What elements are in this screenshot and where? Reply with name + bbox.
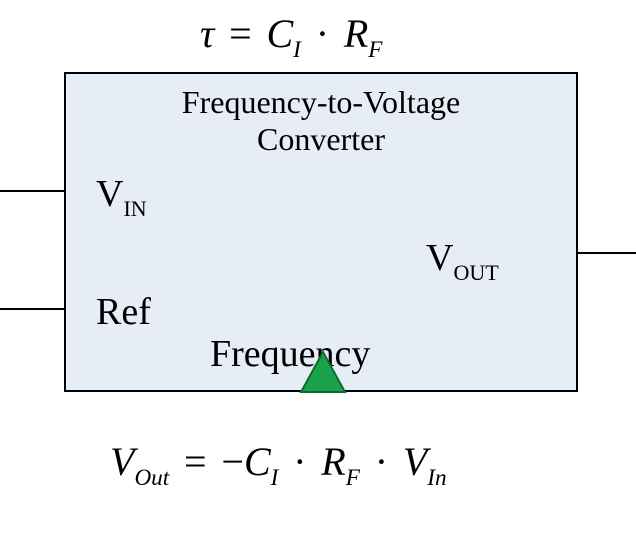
tau-symbol: τ	[200, 11, 214, 56]
ref-label: Ref	[96, 290, 151, 334]
vout-eq-v2-sub: In	[427, 465, 446, 491]
vout-sub: OUT	[453, 260, 498, 285]
block-title: Frequency-to-Voltage Converter	[64, 84, 578, 158]
vout-eq-v1-sub: Out	[134, 465, 169, 491]
dot-operator: ·	[311, 11, 334, 56]
resistance-symbol: R	[344, 11, 368, 56]
equals-sign: =	[224, 11, 256, 56]
capacitance-subscript: I	[293, 37, 301, 63]
vout-eq-dot1: ·	[288, 439, 311, 484]
vout-eq-c: C	[244, 439, 271, 484]
vin-label: VIN	[96, 172, 147, 221]
vout-eq-equals: =	[179, 439, 211, 484]
vout-eq-v2: V	[403, 439, 427, 484]
ref-wire	[0, 308, 64, 310]
vout-wire	[578, 252, 636, 254]
vout-equation: VOut = −CI · RF · VIn	[110, 438, 447, 491]
vout-eq-neg: −	[221, 439, 244, 484]
capacitance-symbol: C	[266, 11, 293, 56]
clock-triangle-outline	[298, 350, 348, 394]
block-title-line1: Frequency-to-Voltage	[64, 84, 578, 121]
ref-text: Ref	[96, 291, 151, 333]
vout-eq-r-sub: F	[346, 465, 360, 491]
vin-wire	[0, 190, 64, 192]
vout-eq-c-sub: I	[271, 465, 279, 491]
tau-equation: τ = CI · RF	[200, 10, 382, 63]
vout-label: VOUT	[426, 236, 499, 285]
vin-sub: IN	[123, 196, 146, 221]
block-title-line2: Converter	[64, 121, 578, 158]
vout-main: V	[426, 237, 453, 279]
resistance-subscript: F	[368, 37, 382, 63]
vin-main: V	[96, 173, 123, 215]
vout-eq-v1: V	[110, 439, 134, 484]
vout-eq-dot2: ·	[370, 439, 393, 484]
vout-eq-r: R	[321, 439, 345, 484]
